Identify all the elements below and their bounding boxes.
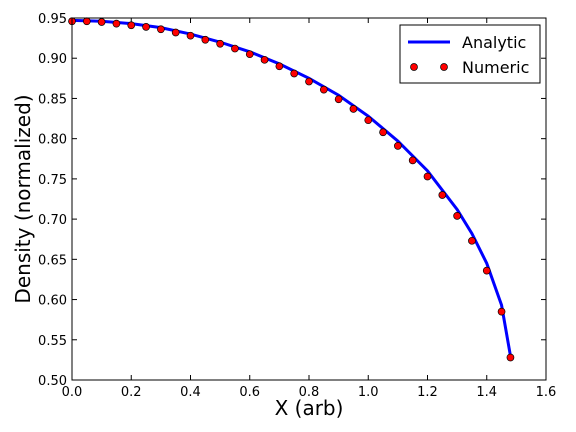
- numeric-point: [349, 105, 358, 113]
- y-tick-label: 0.60: [38, 294, 67, 309]
- x-tick-label: 0.6: [239, 385, 260, 400]
- legend-box: [399, 24, 541, 84]
- numeric-point: [186, 31, 195, 40]
- numeric-point: [245, 50, 254, 59]
- y-tick-label: 0.65: [38, 253, 67, 268]
- x-axis-label: X (arb): [275, 396, 344, 420]
- numeric-point: [394, 142, 402, 150]
- numeric-point: [305, 77, 313, 86]
- numeric-point: [142, 22, 150, 31]
- numeric-point: [468, 236, 476, 245]
- numeric-point: [157, 25, 165, 34]
- numeric-point: [379, 128, 387, 137]
- numeric-point: [171, 28, 180, 37]
- y-tick-label: 0.80: [38, 133, 67, 148]
- numeric-point: [260, 55, 269, 64]
- x-tick-label: 0.2: [121, 385, 142, 400]
- numeric-point: [423, 172, 432, 181]
- legend-label: Analytic: [462, 33, 526, 52]
- numeric-point: [453, 212, 461, 220]
- y-tick-label: 0.95: [38, 12, 67, 27]
- y-tick-label: 0.70: [38, 213, 67, 228]
- numeric-point: [482, 266, 491, 275]
- numeric-point: [216, 39, 224, 48]
- x-tick-label: 0.4: [180, 385, 201, 400]
- x-tick-label: 1.6: [536, 385, 557, 400]
- y-tick-label: 0.85: [38, 92, 67, 107]
- numeric-point: [112, 19, 121, 28]
- y-axis-label: Density (normalized): [11, 94, 35, 303]
- numeric-point: [97, 18, 106, 26]
- y-tick-label: 0.50: [38, 374, 67, 389]
- numeric-point: [82, 17, 91, 26]
- numeric-point: [438, 191, 447, 199]
- numeric-point: [334, 95, 343, 104]
- numeric-point: [364, 116, 373, 125]
- x-tick-label: 1.0: [358, 385, 379, 400]
- legend-swatch: [410, 63, 418, 71]
- x-tick-label: 0.0: [62, 385, 83, 400]
- legend-swatch: [440, 63, 448, 71]
- numeric-point: [290, 69, 299, 78]
- numeric-point: [201, 35, 210, 44]
- numeric-point: [319, 85, 328, 94]
- x-tick-label: 1.4: [476, 385, 497, 400]
- numeric-point: [408, 156, 417, 165]
- y-tick-label: 0.75: [38, 173, 67, 188]
- numeric-point: [231, 44, 239, 53]
- numeric-point: [497, 307, 506, 316]
- x-tick-label: 1.2: [417, 385, 438, 400]
- numeric-point: [506, 353, 515, 362]
- numeric-point: [127, 21, 136, 30]
- numeric-point: [275, 62, 284, 71]
- plot-frame: [71, 17, 547, 381]
- x-tick-label: 0.8: [299, 385, 320, 400]
- y-tick-label: 0.90: [38, 52, 67, 67]
- legend-label: Numeric: [462, 58, 529, 77]
- y-tick-label: 0.55: [38, 334, 67, 349]
